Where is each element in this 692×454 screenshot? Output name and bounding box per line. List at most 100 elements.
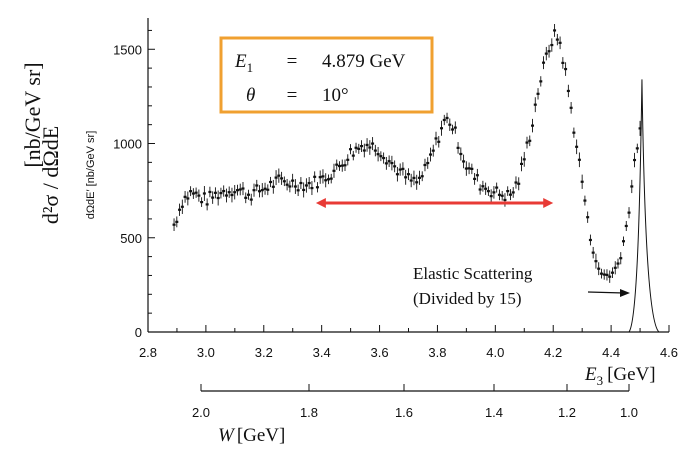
x-tick-label: 3.8 [428, 345, 446, 360]
data-point [365, 138, 369, 152]
e1-symbol: E [234, 51, 247, 72]
data-point [346, 154, 350, 166]
data-point [180, 199, 184, 214]
elastic-peak-curve [628, 79, 660, 333]
w-tick-label: 1.8 [300, 405, 318, 420]
x-axis-label-unit: [GeV] [607, 364, 656, 385]
data-point [464, 161, 468, 176]
data-point [390, 155, 394, 171]
data-point [511, 187, 515, 198]
data-point [415, 174, 419, 190]
data-point [235, 184, 239, 196]
elastic-label-line2: (Divided by 15) [413, 289, 522, 308]
data-point [216, 190, 220, 206]
w-tick-label: 1.4 [485, 405, 503, 420]
data-point [233, 185, 237, 200]
highlight-arrow-right-head [543, 198, 554, 208]
data-point [362, 143, 366, 158]
data-point [624, 220, 628, 231]
data-point [431, 144, 435, 157]
data-point [453, 121, 457, 134]
y-tick-label: 1500 [113, 42, 142, 57]
data-point [417, 170, 421, 185]
x-tick-label: 4.4 [602, 345, 620, 360]
data-point [572, 127, 576, 138]
data-point [354, 142, 358, 153]
data-point [191, 188, 195, 199]
kinematics-theta-eq: = [287, 85, 298, 106]
data-point [222, 185, 226, 197]
data-point [616, 258, 620, 269]
data-point [296, 184, 300, 197]
data-point [288, 180, 292, 193]
data-point [475, 168, 479, 182]
data-point [280, 171, 284, 185]
data-point [437, 136, 441, 148]
data-point [547, 44, 551, 58]
y-tick-label: 1000 [113, 137, 142, 152]
data-point [531, 118, 535, 133]
w-tick-label: 2.0 [192, 405, 210, 420]
data-point [335, 159, 339, 170]
data-point [539, 76, 543, 87]
data-point [200, 197, 204, 207]
data-point [274, 170, 278, 186]
data-point [398, 163, 402, 176]
data-point [497, 189, 501, 201]
data-point [605, 269, 609, 281]
data-point [602, 269, 606, 280]
data-point [376, 146, 380, 162]
data-point [349, 144, 353, 155]
data-point [525, 136, 529, 149]
kinematics-theta-value: 10° [322, 85, 349, 106]
data-point [183, 190, 187, 203]
data-point [360, 140, 364, 152]
data-point [619, 252, 623, 265]
highlight-arrow-left-head [315, 198, 326, 208]
data-point [202, 186, 206, 201]
x-tick-label: 4.0 [486, 345, 504, 360]
data-point [484, 182, 488, 195]
data-point [633, 152, 637, 168]
data-point [564, 62, 568, 76]
data-point [445, 112, 449, 124]
data-point [478, 184, 482, 195]
data-point [269, 176, 273, 188]
annotations: E1 = 4.879 GeV θ = 10° Elastic Scattering (Divi… [219, 36, 630, 308]
data-point [211, 191, 215, 204]
elastic-arrow-head [620, 289, 630, 297]
data-point [577, 152, 581, 168]
data-point [440, 120, 444, 136]
data-point [302, 182, 306, 198]
data-point [266, 184, 270, 196]
data-point [555, 33, 559, 46]
data-point [528, 135, 532, 147]
data-point [194, 187, 198, 198]
data-point [244, 192, 248, 204]
data-point [282, 176, 286, 187]
data-point [172, 218, 176, 231]
data-point [307, 177, 311, 190]
data-point [583, 195, 587, 206]
kinematics-box [219, 36, 434, 114]
data-point [343, 159, 347, 171]
data-point [544, 46, 548, 61]
data-point [401, 162, 405, 176]
data-point [630, 179, 634, 194]
data-point [247, 189, 251, 200]
data-point [558, 36, 562, 50]
data-point [384, 156, 388, 170]
y-axis-label-unit: [nb/GeV sr] [20, 62, 45, 167]
elastic-label-line1: Elastic Scattering [413, 264, 533, 283]
data-point [462, 154, 466, 169]
data-point [451, 124, 455, 135]
data-point [357, 143, 361, 154]
data-point [318, 170, 322, 184]
data-point [495, 182, 499, 193]
data-point [481, 180, 485, 192]
data-point [227, 186, 231, 198]
data-point [241, 181, 245, 196]
data-point [580, 174, 584, 189]
data-point [332, 163, 336, 178]
data-point [420, 171, 424, 182]
